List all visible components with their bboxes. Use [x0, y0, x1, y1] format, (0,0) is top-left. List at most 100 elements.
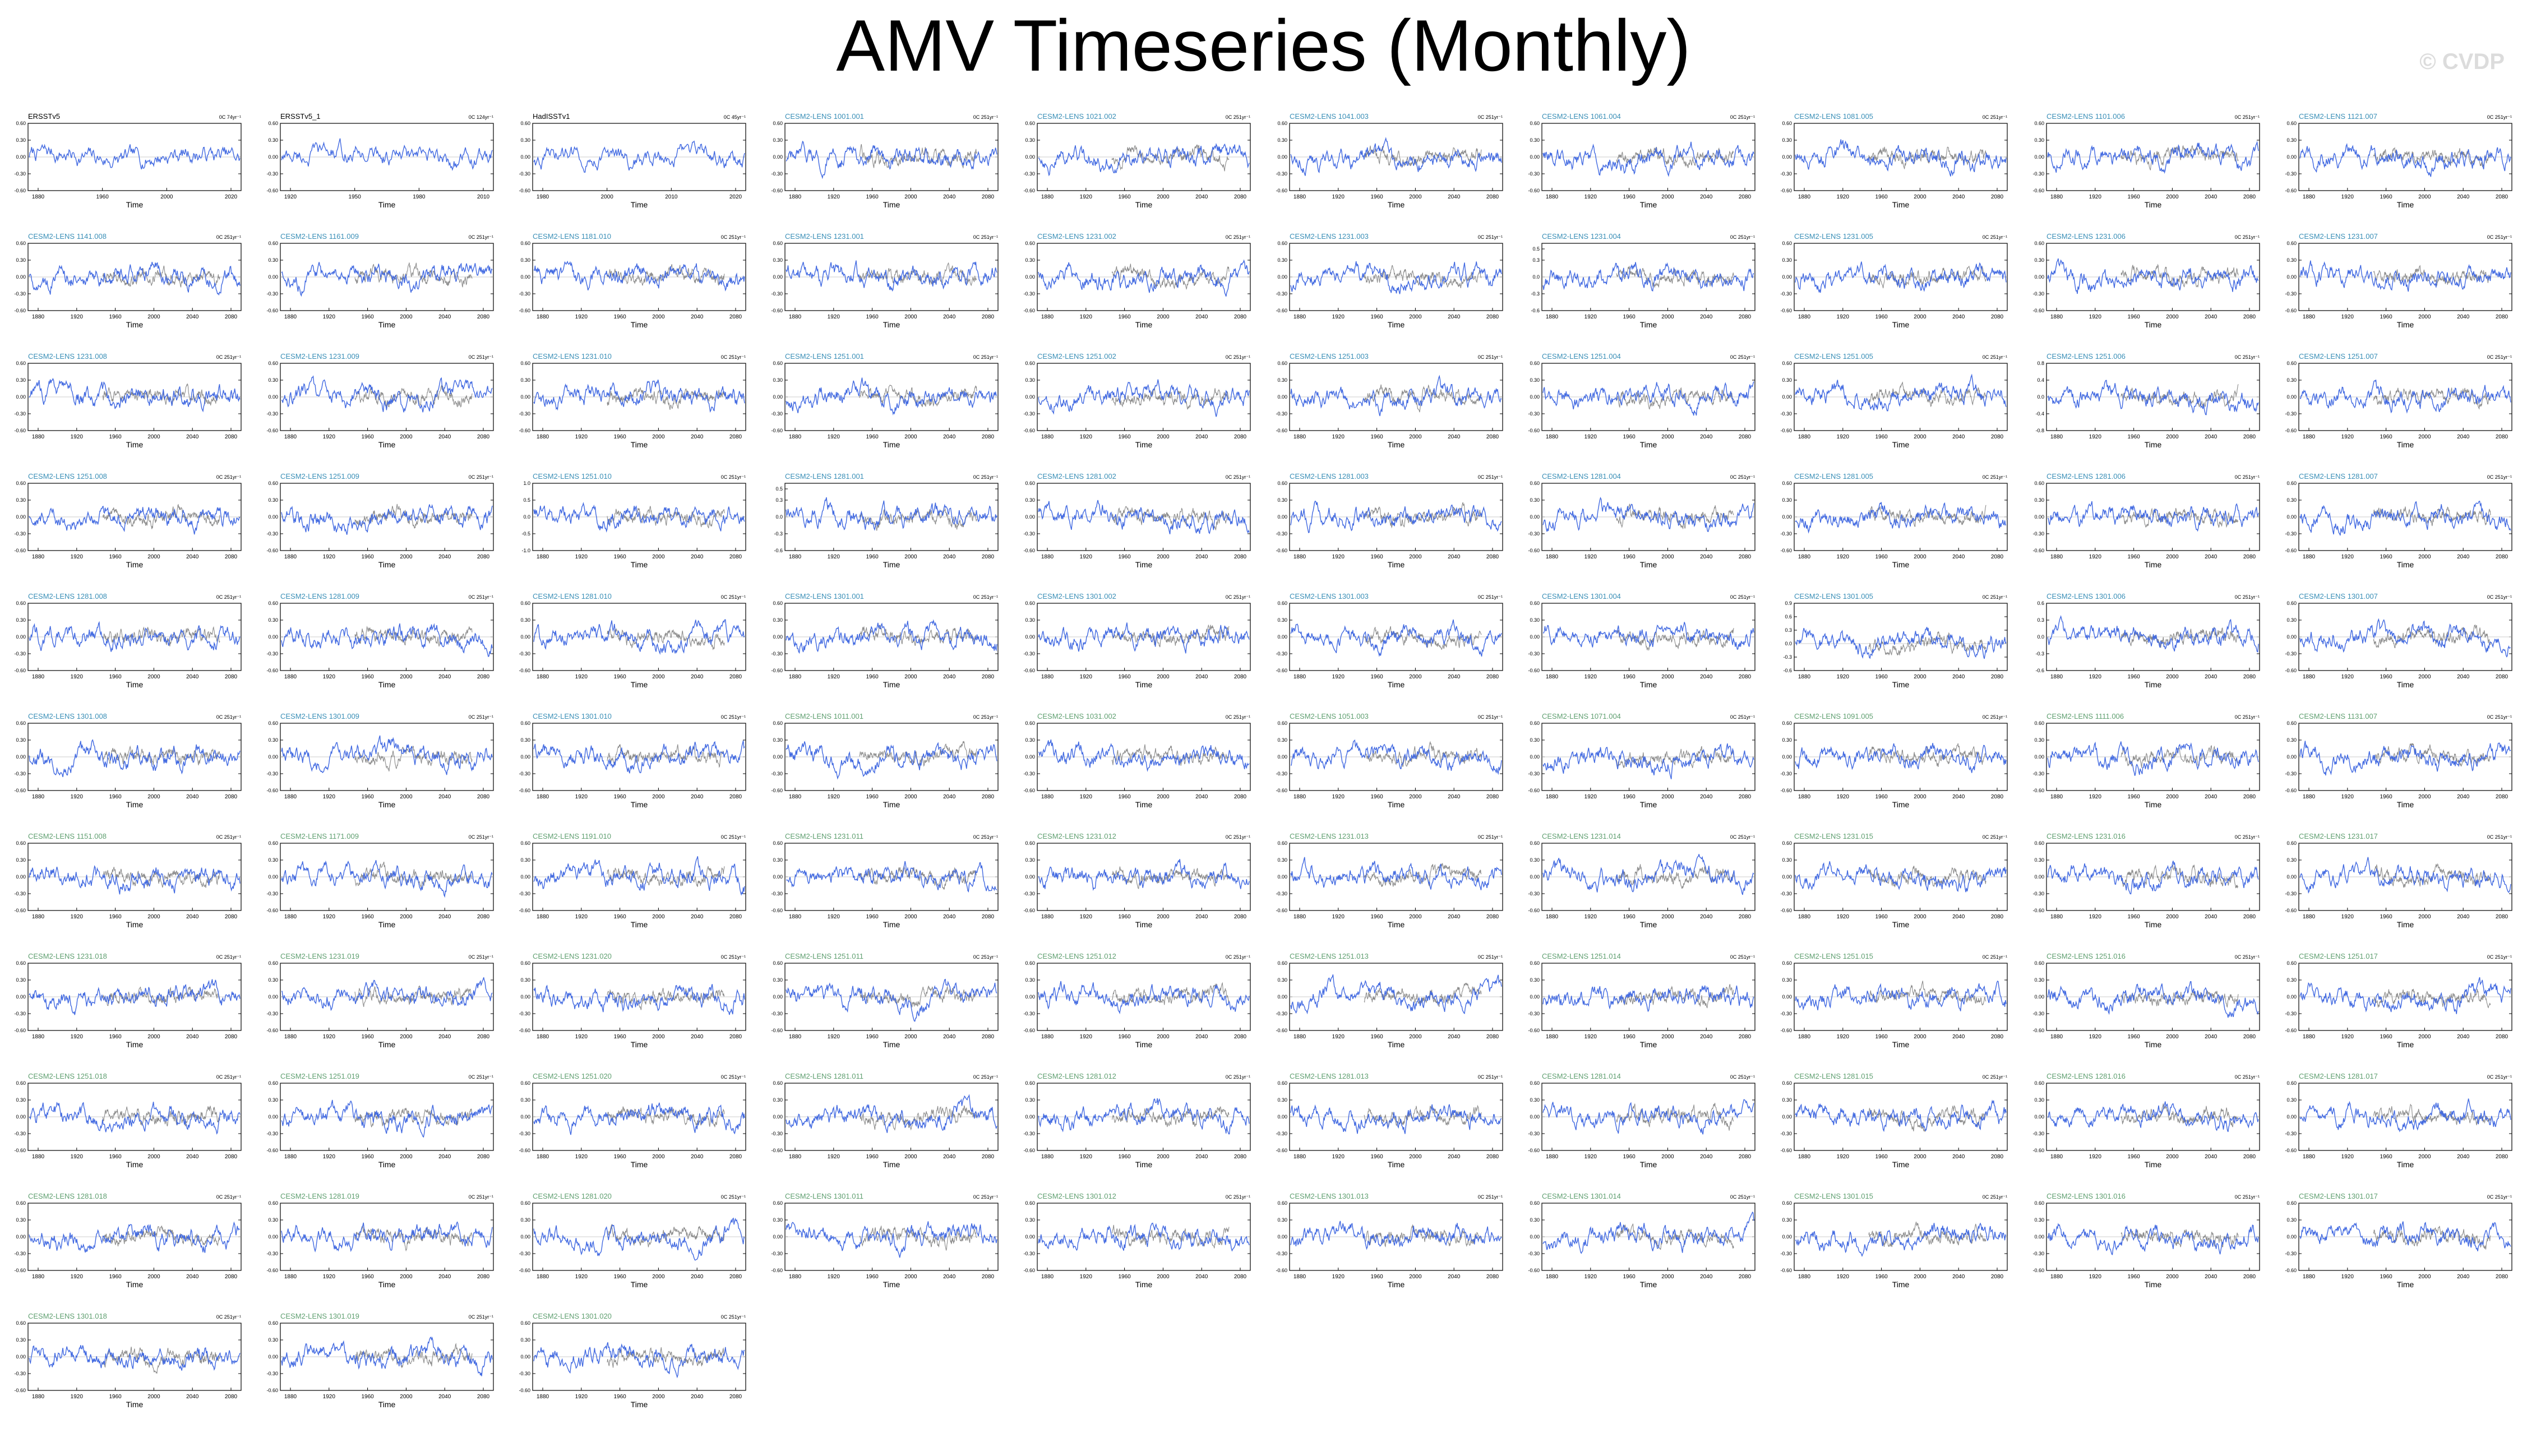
y-tick-label: 0.60: [1530, 121, 1540, 126]
y-tick-label: 0.30: [1530, 1097, 1540, 1103]
x-axis-label: Time: [2145, 200, 2162, 209]
x-tick-label: 1920: [1837, 194, 1850, 200]
panel-units: 0C 251yr⁻¹: [721, 354, 746, 360]
x-tick-label: 1880: [2050, 314, 2063, 320]
y-tick-label: 0.30: [1782, 977, 1792, 983]
y-tick-label: -0.60: [266, 428, 278, 433]
overlay-series-line: [354, 1225, 473, 1252]
y-tick-label: 0.00: [1025, 754, 1035, 760]
x-tick-label: 1960: [1370, 674, 1383, 680]
y-tick-label: 0.60: [1530, 720, 1540, 726]
x-tick-label: 2040: [186, 1154, 199, 1160]
overlay-series-line: [102, 1106, 220, 1127]
x-tick-label: 2000: [1157, 194, 1170, 200]
y-tick-label: 0.30: [268, 377, 278, 383]
x-axis-label: Time: [1135, 440, 1153, 449]
x-tick-label: 1880: [1546, 914, 1559, 920]
panel: CESM2-LENS 1281.018 0C 251yr⁻¹0.600.300.0…: [14, 1192, 242, 1289]
x-tick-label: 1880: [32, 914, 45, 920]
panel-units: 0C 251yr⁻¹: [1730, 1074, 1755, 1080]
y-tick-label: -0.60: [266, 308, 278, 313]
panel-title: CESM2-LENS 1251.007: [2299, 352, 2378, 360]
panel: CESM2-LENS 1231.018 0C 251yr⁻¹0.600.300.0…: [14, 952, 242, 1049]
y-tick-label: 0.00: [1782, 874, 1792, 880]
panel: CESM2-LENS 1301.010 0C 251yr⁻¹0.600.300.0…: [519, 712, 746, 809]
y-tick-label: -0.30: [14, 411, 26, 417]
y-tick-label: 0.00: [1782, 1114, 1792, 1120]
y-tick-label: 0.0: [1785, 641, 1792, 646]
amv-series-line: [533, 984, 745, 1015]
y-tick-label: 0.00: [2286, 634, 2297, 640]
x-tick-label: 1960: [866, 674, 879, 680]
panel-units: 0C 251yr⁻¹: [1478, 834, 1503, 840]
overlay-series-line: [2121, 1103, 2239, 1127]
x-tick-label: 1920: [2089, 1034, 2102, 1040]
y-tick-label: 0.30: [520, 737, 530, 743]
y-tick-label: -0.60: [2285, 188, 2297, 193]
x-tick-label: 2080: [1991, 674, 2004, 680]
x-tick-label: 2000: [400, 1154, 413, 1160]
y-tick-label: -0.60: [1023, 1028, 1035, 1033]
y-tick-label: -0.60: [2032, 548, 2044, 553]
amv-series-line: [533, 260, 745, 292]
y-tick-label: -0.60: [266, 1268, 278, 1273]
x-tick-label: 1960: [109, 1154, 122, 1160]
y-tick-label: 0.3: [775, 497, 783, 503]
y-tick-label: 0.60: [520, 1080, 530, 1086]
y-tick-label: 0.30: [2286, 857, 2297, 863]
x-tick-label: 1960: [1623, 1034, 1636, 1040]
y-tick-label: -0.30: [2285, 891, 2297, 896]
x-tick-label: 1880: [1798, 554, 1811, 560]
panel-units: 0C 251yr⁻¹: [1478, 1194, 1503, 1200]
x-tick-label: 1920: [1837, 434, 1850, 440]
x-tick-label: 2000: [2166, 434, 2179, 440]
y-tick-label: -0.6: [1531, 308, 1540, 313]
x-tick-label: 1880: [537, 914, 549, 920]
y-tick-label: 0.30: [1025, 857, 1035, 863]
amv-series-line: [2047, 861, 2259, 895]
y-tick-label: -0.60: [1780, 428, 1792, 433]
panel: CESM2-LENS 1231.001 0C 251yr⁻¹0.600.300.0…: [771, 232, 999, 329]
y-tick-label: 0.60: [773, 600, 783, 606]
amv-series-line: [533, 1102, 745, 1135]
y-tick-label: 0.60: [773, 840, 783, 846]
x-tick-label: 1880: [1293, 1034, 1306, 1040]
amv-series-line: [786, 619, 997, 654]
x-tick-label: 1960: [1118, 794, 1131, 800]
x-axis-label: Time: [631, 1280, 648, 1289]
x-tick-label: 2040: [1952, 794, 1965, 800]
x-axis-label: Time: [1135, 200, 1153, 209]
y-tick-label: 0.60: [773, 1200, 783, 1206]
panel-title: CESM2-LENS 1251.010: [533, 472, 612, 480]
x-tick-label: 2040: [1700, 674, 1713, 680]
x-tick-label: 2080: [729, 1154, 742, 1160]
amv-series-line: [1038, 622, 1250, 654]
panel-title: CESM2-LENS 1301.014: [1542, 1192, 1621, 1200]
x-tick-label: 1880: [2050, 914, 2063, 920]
y-tick-label: -0.60: [771, 1268, 783, 1273]
y-tick-label: -0.60: [1023, 428, 1035, 433]
panel-units: 0C 251yr⁻¹: [2487, 834, 2512, 840]
y-tick-label: -0.30: [266, 1251, 278, 1256]
panel-frame: [1794, 603, 2008, 671]
x-tick-label: 2040: [1448, 194, 1461, 200]
panel: CESM2-LENS 1251.017 0C 251yr⁻¹0.600.300.0…: [2285, 952, 2512, 1049]
amv-series-line: [2299, 380, 2511, 414]
x-tick-label: 2000: [1409, 434, 1422, 440]
y-tick-label: 0.30: [16, 377, 26, 383]
x-axis-label: Time: [2397, 560, 2414, 569]
x-tick-label: 1880: [1798, 914, 1811, 920]
amv-series-line: [1542, 381, 1754, 416]
panel: CESM2-LENS 1251.008 0C 251yr⁻¹0.600.300.0…: [14, 472, 242, 569]
y-tick-label: -0.30: [2032, 1011, 2044, 1016]
panel-units: 0C 251yr⁻¹: [2487, 954, 2512, 960]
panel-units: 0C 251yr⁻¹: [973, 594, 998, 600]
y-tick-label: -0.30: [1780, 531, 1792, 537]
panel: CESM2-LENS 1231.004 0C 251yr⁻¹0.50.30.0-0…: [1531, 232, 1755, 329]
x-axis-label: Time: [126, 1040, 144, 1049]
x-tick-label: 1960: [1875, 314, 1888, 320]
panel-units: 0C 124yr⁻¹: [469, 114, 493, 120]
x-tick-label: 2000: [147, 314, 160, 320]
x-tick-label: 2080: [729, 314, 742, 320]
panel-title: CESM2-LENS 1281.018: [28, 1192, 107, 1200]
